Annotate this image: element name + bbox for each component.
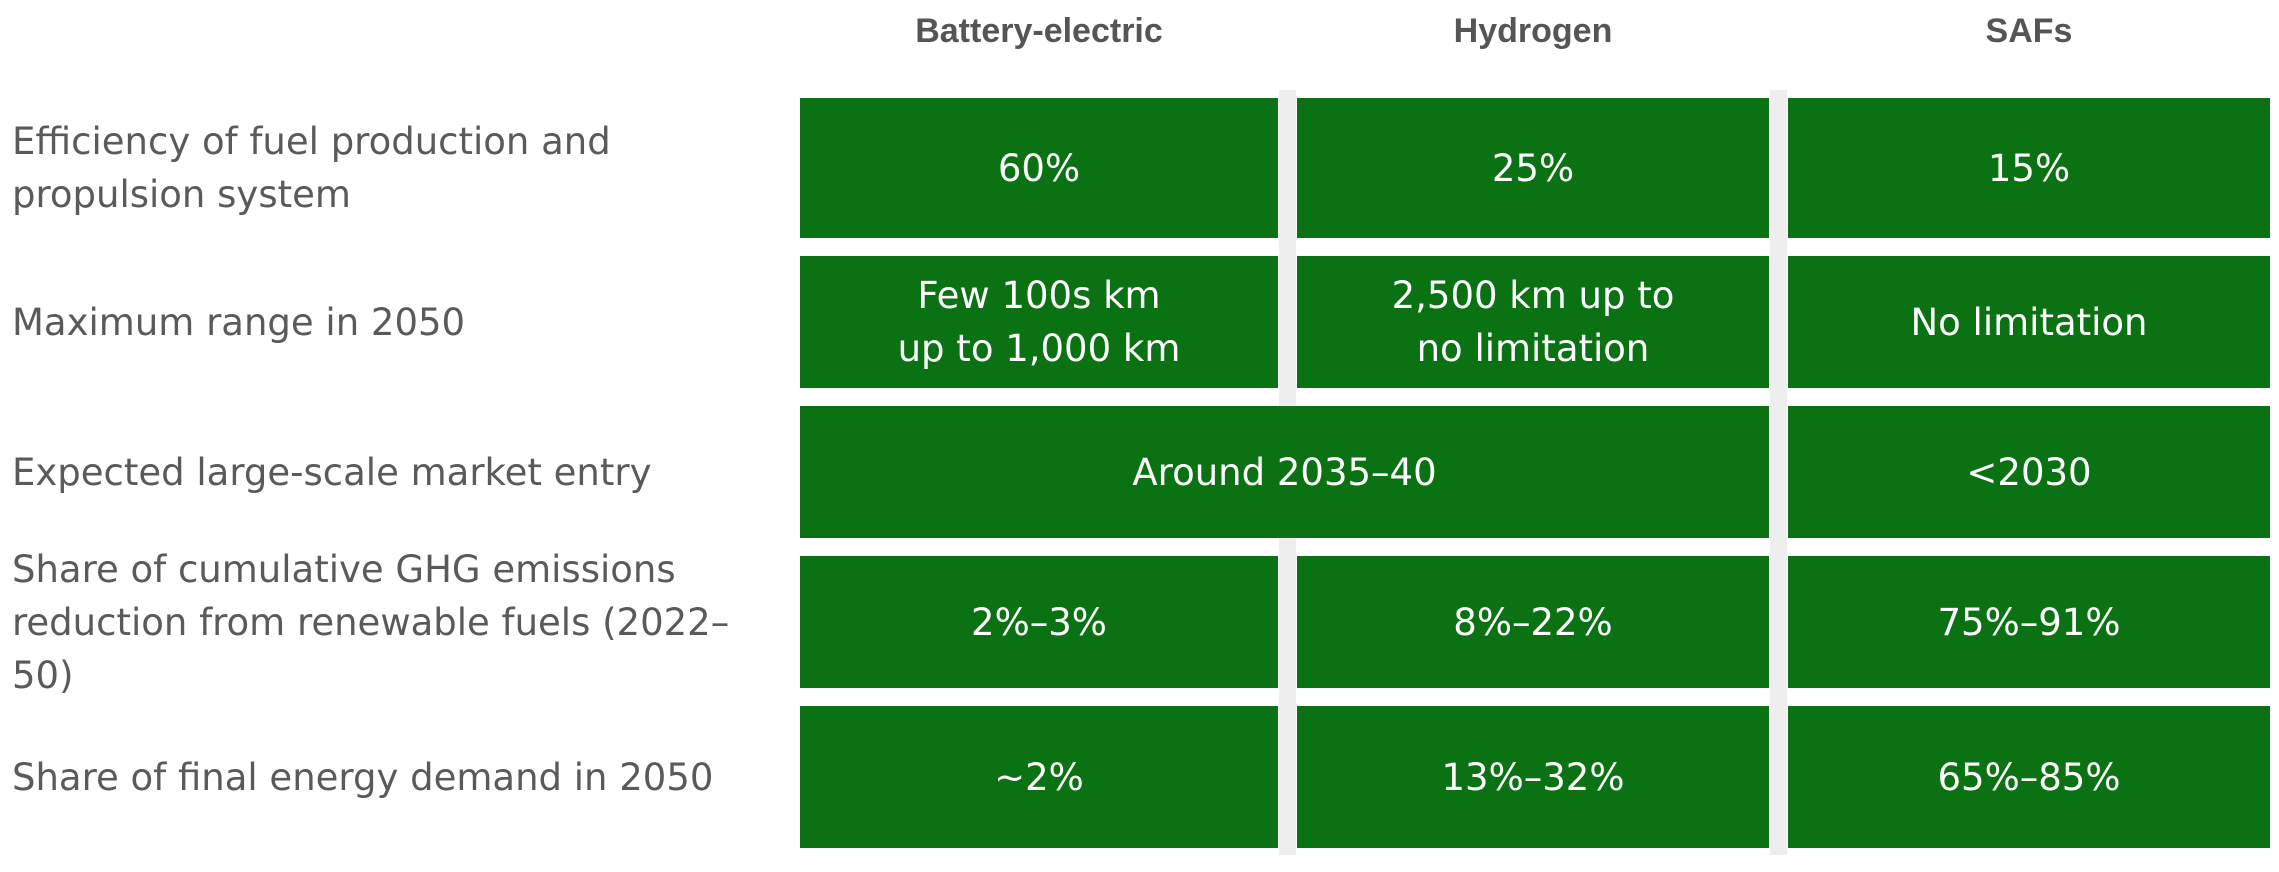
table-cell: ~2% bbox=[800, 706, 1278, 848]
column-separator bbox=[1770, 90, 1787, 855]
table-cell: <2030 bbox=[1788, 406, 2270, 538]
table-cell: 25% bbox=[1297, 98, 1769, 238]
column-header: Battery-electric bbox=[915, 11, 1163, 50]
table-cell: 2,500 km up to no limitation bbox=[1297, 256, 1769, 388]
table-cell: 8%–22% bbox=[1297, 556, 1769, 688]
table-cell: Few 100s km up to 1,000 km bbox=[800, 256, 1278, 388]
row-label: Share of final energy demand in 2050 bbox=[12, 755, 714, 799]
table-cell: Around 2035–40 bbox=[800, 406, 1769, 538]
table-cell: No limitation bbox=[1788, 256, 2270, 388]
row-label: Expected large-scale market entry bbox=[12, 450, 652, 494]
row-label: Efficiency of fuel production and propul… bbox=[12, 120, 611, 216]
column-header: SAFs bbox=[1985, 11, 2073, 50]
row-label: Maximum range in 2050 bbox=[12, 300, 466, 344]
table-cell: 75%–91% bbox=[1788, 556, 2270, 688]
table-cell: 13%–32% bbox=[1297, 706, 1769, 848]
row-label: Share of cumulative GHG emissions reduct… bbox=[12, 547, 730, 697]
column-header: Hydrogen bbox=[1453, 11, 1613, 50]
table-cell: 65%–85% bbox=[1788, 706, 2270, 848]
table-cell: 15% bbox=[1788, 98, 2270, 238]
table-cell: 60% bbox=[800, 98, 1278, 238]
table-cell: 2%–3% bbox=[800, 556, 1278, 688]
